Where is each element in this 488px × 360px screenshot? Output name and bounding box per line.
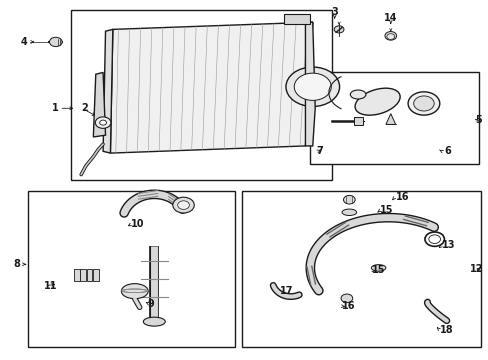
Text: 17: 17 [279, 286, 292, 296]
Circle shape [333, 26, 343, 33]
Text: 7: 7 [316, 146, 323, 156]
Polygon shape [93, 72, 105, 137]
Text: 16: 16 [341, 301, 355, 311]
Ellipse shape [121, 284, 148, 299]
Bar [242, 191, 480, 347]
Bar [86, 269, 92, 282]
Bar [71, 10, 331, 180]
Text: 10: 10 [131, 219, 144, 229]
Circle shape [172, 197, 194, 213]
Polygon shape [110, 22, 312, 153]
Text: 11: 11 [43, 281, 57, 291]
Circle shape [285, 67, 339, 107]
Text: 15: 15 [379, 206, 393, 216]
Bar [74, 269, 80, 282]
Text: 15: 15 [371, 265, 385, 275]
Bar [353, 117, 362, 125]
Text: 6: 6 [444, 146, 450, 156]
Circle shape [384, 32, 396, 40]
Circle shape [100, 120, 106, 125]
Text: 14: 14 [383, 13, 397, 23]
Circle shape [340, 294, 352, 303]
Bar [93, 269, 99, 282]
Circle shape [386, 34, 394, 40]
FancyArrowPatch shape [388, 118, 391, 125]
Circle shape [95, 117, 111, 129]
Text: 9: 9 [148, 299, 154, 309]
Bar [310, 72, 478, 164]
Circle shape [177, 201, 189, 210]
Polygon shape [305, 22, 315, 146]
Ellipse shape [354, 88, 399, 115]
Text: 5: 5 [475, 115, 482, 125]
Circle shape [49, 37, 62, 46]
Bar [283, 14, 310, 24]
Bar [80, 269, 86, 282]
Text: 2: 2 [81, 103, 88, 113]
Text: 13: 13 [441, 240, 454, 250]
Text: 16: 16 [395, 192, 408, 202]
Text: 18: 18 [439, 325, 452, 335]
Ellipse shape [143, 317, 165, 326]
Ellipse shape [341, 209, 356, 216]
Circle shape [343, 195, 354, 204]
Ellipse shape [413, 96, 433, 111]
Text: 12: 12 [469, 264, 483, 274]
Text: 8: 8 [13, 259, 20, 269]
Bar [27, 191, 234, 347]
Ellipse shape [349, 90, 365, 99]
Circle shape [294, 73, 330, 100]
Text: 4: 4 [20, 37, 27, 47]
Ellipse shape [407, 92, 439, 115]
Polygon shape [385, 114, 395, 125]
Text: 3: 3 [331, 7, 337, 17]
Ellipse shape [370, 265, 385, 271]
Text: 1: 1 [51, 103, 58, 113]
Polygon shape [103, 30, 113, 153]
